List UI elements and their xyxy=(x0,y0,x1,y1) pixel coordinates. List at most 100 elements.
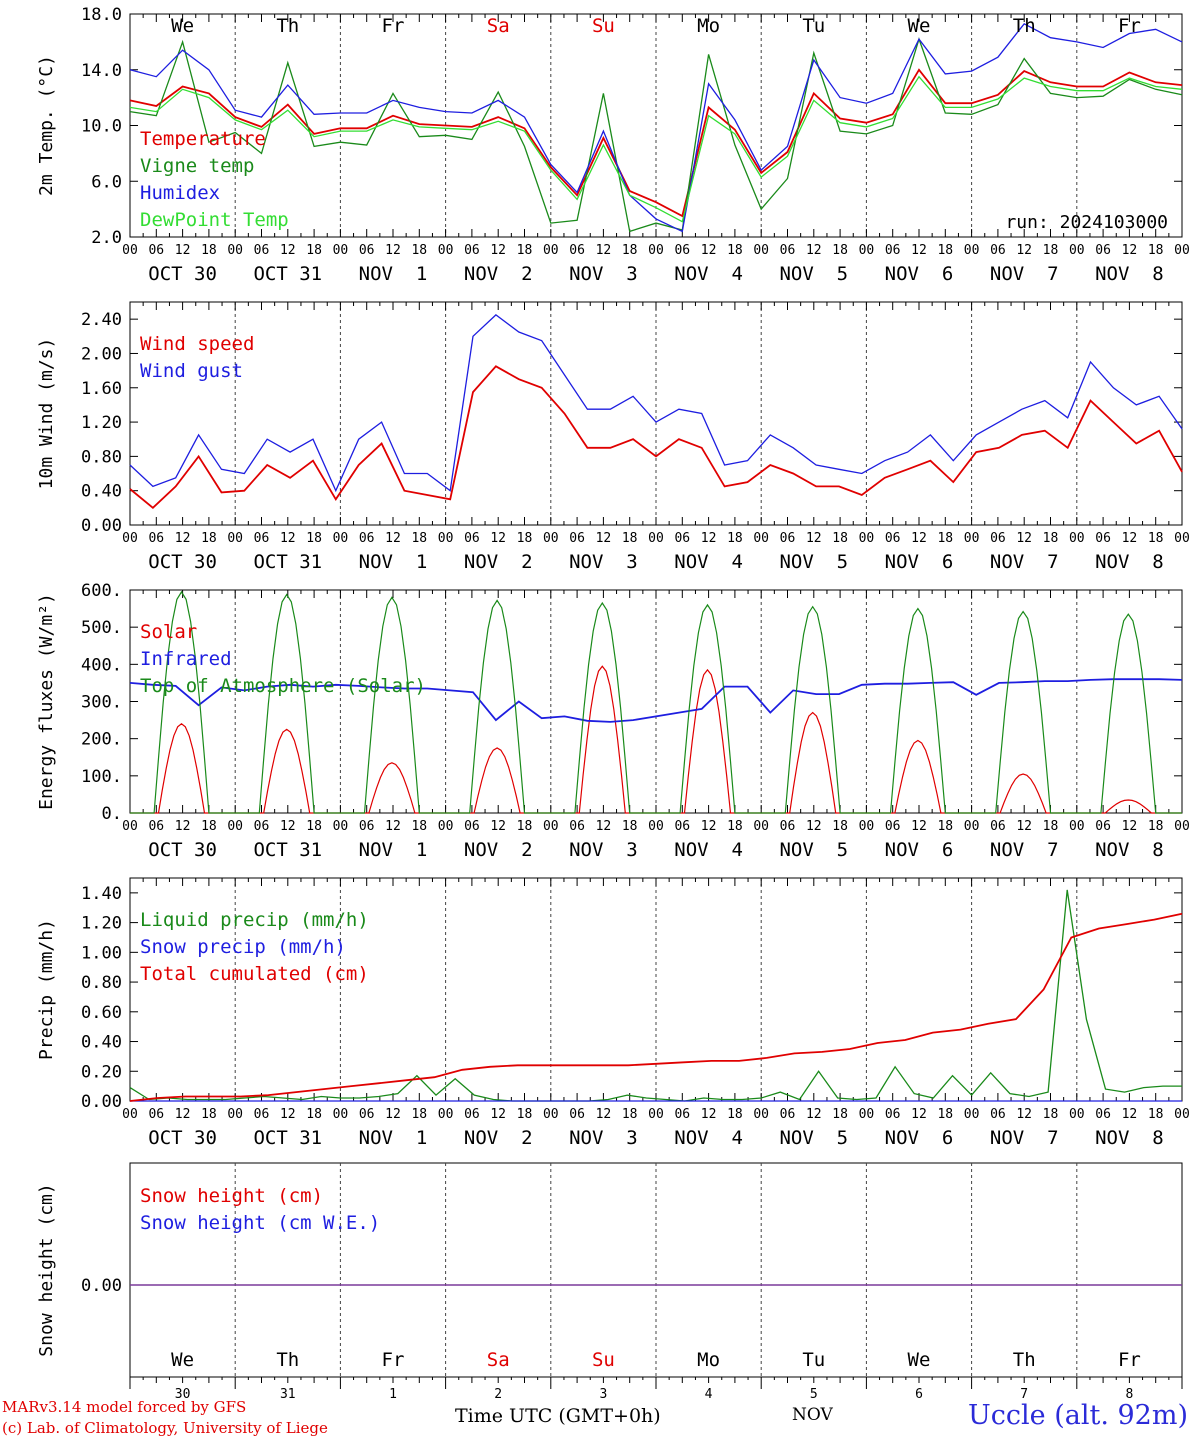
panel-1-series xyxy=(129,22,1183,233)
hour-tick-label: 18 xyxy=(727,531,743,546)
hour-tick-label: 12 xyxy=(385,819,401,834)
hour-tick-label: 12 xyxy=(806,243,822,258)
date-label: OCT 31 xyxy=(253,551,322,573)
hour-tick-label: 00 xyxy=(122,1107,138,1122)
hour-tick-label: 18 xyxy=(201,531,217,546)
date-label: NOV 8 xyxy=(1095,1127,1164,1149)
hour-tick-label: 12 xyxy=(280,243,296,258)
hour-tick-label: 12 xyxy=(175,243,191,258)
hour-tick-label: 12 xyxy=(280,1107,296,1122)
hour-tick-label: 06 xyxy=(148,531,164,546)
panel-3-yaxis: 0. 100. 200. 300. 400. 500. 600. Energy fluxes … xyxy=(36,581,1182,824)
y-tick-label: 6.0 xyxy=(91,172,122,192)
hour-tick-label: 12 xyxy=(385,243,401,258)
weekday-label: Fr xyxy=(1118,1349,1141,1371)
hour-tick-label: 12 xyxy=(1122,1107,1138,1122)
date-label: NOV 1 xyxy=(359,1127,428,1149)
hour-tick-label: 06 xyxy=(569,243,585,258)
date-label: NOV 2 xyxy=(464,839,533,861)
hour-tick-label: 06 xyxy=(780,243,796,258)
hour-tick-label: 18 xyxy=(411,243,427,258)
hour-tick-label: 00 xyxy=(122,243,138,258)
panel-4-yaxis: 0.00 0.20 0.40 0.60 0.80 1.00 1.20 1.40 Precip (… xyxy=(36,884,1182,1112)
panel-3-legend: Solar Infrared Top of Atmosphere (Solar) xyxy=(140,621,426,697)
series-vigne-temp xyxy=(129,37,1183,233)
y-tick-label: 0.80 xyxy=(81,447,122,467)
hour-tick-label: 06 xyxy=(674,531,690,546)
weekday-label: Th xyxy=(276,1349,299,1371)
hour-tick-label: 06 xyxy=(359,531,375,546)
y-axis-label: Snow height (cm) xyxy=(36,1183,57,1356)
hour-tick-label: 00 xyxy=(1069,243,1085,258)
day-number-label: 5 xyxy=(810,1387,818,1402)
y-tick-label: 18.0 xyxy=(81,5,122,25)
date-label: OCT 31 xyxy=(253,1127,322,1149)
hour-tick-label: 00 xyxy=(648,243,664,258)
hour-tick-label: 06 xyxy=(148,243,164,258)
y-tick-label: 0.60 xyxy=(81,1003,122,1023)
date-label: OCT 30 xyxy=(148,839,217,861)
y-axis-label: 2m Temp. (°C) xyxy=(36,55,57,196)
weekday-label: Tu xyxy=(802,1349,825,1371)
hour-tick-label: 06 xyxy=(254,1107,270,1122)
hour-tick-label: 00 xyxy=(964,243,980,258)
hour-tick-label: 06 xyxy=(990,1107,1006,1122)
hour-tick-label: 12 xyxy=(1016,243,1032,258)
date-label: NOV 8 xyxy=(1095,551,1164,573)
date-label: NOV 5 xyxy=(779,263,848,285)
hour-tick-label: 12 xyxy=(175,1107,191,1122)
date-label: NOV 4 xyxy=(674,551,743,573)
hour-tick-label: 12 xyxy=(1016,819,1032,834)
hour-tick-label: 18 xyxy=(411,819,427,834)
legend-entry: DewPoint Temp xyxy=(140,209,289,231)
legend-entry: Solar xyxy=(140,621,197,643)
date-label: OCT 30 xyxy=(148,1127,217,1149)
hour-tick-label: 00 xyxy=(1174,531,1190,546)
hour-tick-label: 12 xyxy=(280,531,296,546)
y-tick-label: 1.20 xyxy=(81,914,122,934)
date-label: NOV 2 xyxy=(464,1127,533,1149)
series-liquid-precip-mm-h- xyxy=(129,889,1182,1102)
y-axis-label: Energy fluxes (W/m²) xyxy=(36,593,57,810)
y-tick-label: 0.00 xyxy=(81,516,122,536)
hour-tick-label: 00 xyxy=(543,819,559,834)
legend-entry: Vigne temp xyxy=(140,155,254,177)
legend-entry: Snow precip (mm/h) xyxy=(140,936,346,958)
hour-tick-label: 00 xyxy=(964,531,980,546)
series-wind-speed xyxy=(129,365,1183,509)
legend-entry: Liquid precip (mm/h) xyxy=(140,909,369,931)
series-temperature xyxy=(129,68,1183,218)
hour-tick-label: 12 xyxy=(490,531,506,546)
hour-tick-label: 12 xyxy=(1016,1107,1032,1122)
hour-tick-label: 06 xyxy=(674,819,690,834)
hour-tick-label: 06 xyxy=(1095,243,1111,258)
panel-2-yaxis: 0.00 0.40 0.80 1.20 1.60 2.00 2.40 10m Wind (m/… xyxy=(36,310,1182,536)
date-label: NOV 2 xyxy=(464,551,533,573)
series-dewpoint-temp xyxy=(129,75,1183,223)
y-tick-label: 14.0 xyxy=(81,61,122,81)
hour-tick-label: 18 xyxy=(622,243,638,258)
panel-4-series xyxy=(129,889,1183,1102)
hour-tick-label: 18 xyxy=(306,531,322,546)
hour-tick-label: 06 xyxy=(780,531,796,546)
hour-tick-label: 12 xyxy=(701,819,717,834)
day-number-label: 3 xyxy=(599,1387,607,1402)
hour-tick-label: 18 xyxy=(201,243,217,258)
hour-tick-label: 18 xyxy=(727,819,743,834)
weekday-label: Fr xyxy=(1118,15,1141,37)
legend-entry: Temperature xyxy=(140,128,266,150)
hour-tick-label: 12 xyxy=(911,1107,927,1122)
hour-tick-label: 00 xyxy=(964,1107,980,1122)
weekday-label: Sa xyxy=(487,15,510,37)
hour-tick-label: 00 xyxy=(333,243,349,258)
y-tick-label: 2.40 xyxy=(81,310,122,330)
hour-tick-label: 06 xyxy=(148,1107,164,1122)
day-number-label: 30 xyxy=(175,1387,191,1402)
day-number-label: 4 xyxy=(705,1387,713,1402)
date-label: NOV 3 xyxy=(569,551,638,573)
hour-tick-label: 12 xyxy=(806,1107,822,1122)
day-number-label: 1 xyxy=(389,1387,397,1402)
y-tick-label: 2.0 xyxy=(91,228,122,248)
hour-tick-label: 06 xyxy=(148,819,164,834)
series-wind-gust xyxy=(129,314,1183,493)
